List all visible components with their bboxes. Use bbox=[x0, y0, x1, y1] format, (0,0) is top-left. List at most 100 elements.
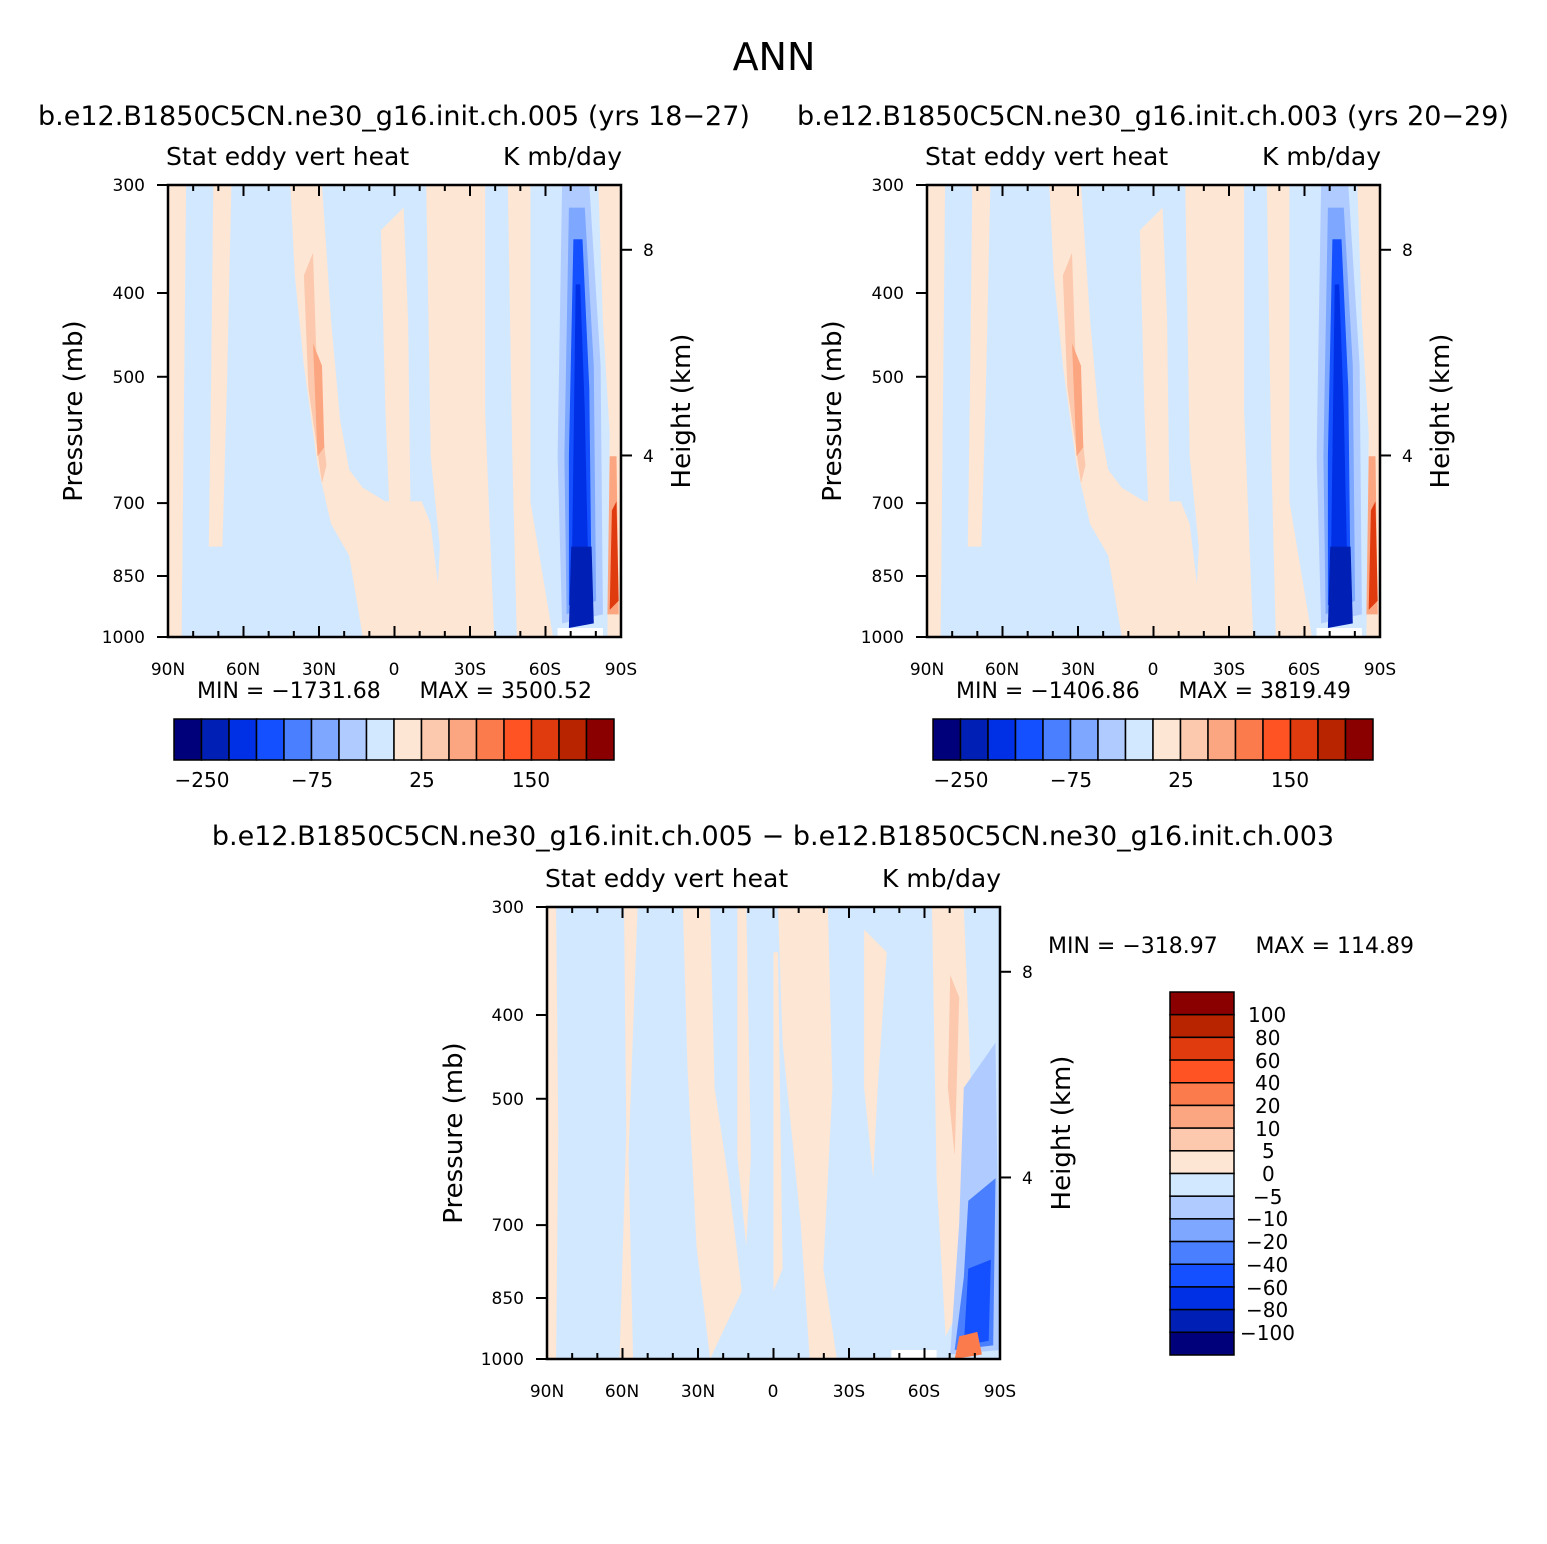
y-tick-label: 400 bbox=[492, 1006, 524, 1026]
x-tick-label: 90N bbox=[910, 660, 944, 680]
missing-data bbox=[891, 1350, 937, 1359]
x-tick-label: 90N bbox=[530, 1382, 564, 1402]
colorbar-label: −75 bbox=[1050, 768, 1092, 792]
x-tick-label: 90N bbox=[151, 660, 185, 680]
colorbar-box bbox=[228, 718, 258, 761]
colorbar-box bbox=[283, 718, 313, 761]
y-tick-label: 500 bbox=[113, 368, 145, 388]
colorbar-box bbox=[1169, 1059, 1235, 1084]
colorbar-label: 25 bbox=[1168, 768, 1193, 792]
y-axis-label: Pressure (mb) bbox=[818, 320, 848, 501]
colorbar-box bbox=[1152, 718, 1182, 761]
colorbar-label: −40 bbox=[1246, 1253, 1288, 1277]
colorbar-box bbox=[585, 718, 615, 761]
y-tick-label: 850 bbox=[872, 567, 904, 587]
contour-region-positive bbox=[619, 907, 638, 1359]
field-label: Stat eddy vert heat bbox=[166, 142, 409, 171]
colorbar-label: 40 bbox=[1255, 1071, 1280, 1095]
colorbar-label: 150 bbox=[512, 768, 550, 792]
colorbar-box bbox=[1289, 718, 1319, 761]
y-tick-label: 700 bbox=[113, 494, 145, 514]
contour-region-positive bbox=[547, 907, 559, 1359]
colorbar-box bbox=[932, 718, 962, 761]
contour-fill bbox=[927, 185, 1380, 637]
contour-plot bbox=[536, 905, 1011, 1361]
x-tick-label: 30N bbox=[1061, 660, 1095, 680]
colorbar-box bbox=[173, 718, 203, 761]
colorbar-label: −10 bbox=[1246, 1207, 1288, 1231]
colorbar-label: 60 bbox=[1255, 1049, 1280, 1073]
x-tick-label: 60N bbox=[985, 660, 1019, 680]
colorbar-box bbox=[310, 718, 340, 761]
units-label: K mb/day bbox=[503, 142, 622, 171]
y-tick-label: 700 bbox=[492, 1216, 524, 1236]
colorbar-box bbox=[1207, 718, 1237, 761]
y2-tick-label: 8 bbox=[643, 241, 654, 261]
y-tick-label: 500 bbox=[872, 368, 904, 388]
colorbar-box bbox=[393, 718, 423, 761]
y2-axis-label: Height (km) bbox=[1047, 1056, 1077, 1211]
y-tick-label: 300 bbox=[492, 898, 524, 918]
colorbar-box bbox=[1169, 1150, 1235, 1175]
x-tick-label: 30N bbox=[681, 1382, 715, 1402]
y2-tick-label: 4 bbox=[1402, 447, 1413, 467]
x-tick-label: 60N bbox=[226, 660, 260, 680]
panel-title: b.e12.B1850C5CN.ne30_g16.init.ch.005 (yr… bbox=[38, 101, 750, 132]
contour-region-negative bbox=[1327, 546, 1353, 628]
contour-region-negative bbox=[1330, 284, 1349, 619]
colorbar-box bbox=[1262, 718, 1292, 761]
contour-region-positive bbox=[778, 907, 837, 1359]
colorbar-box bbox=[1169, 1195, 1235, 1220]
contour-region-positive bbox=[313, 343, 325, 457]
y-tick-label: 850 bbox=[492, 1289, 524, 1309]
contour-region-positive bbox=[609, 501, 619, 610]
y2-tick-label: 4 bbox=[643, 447, 654, 467]
colorbar-label: −75 bbox=[291, 768, 333, 792]
min-label: MIN = −318.97 bbox=[1048, 934, 1218, 959]
panel-title: b.e12.B1850C5CN.ne30_g16.init.ch.003 (yr… bbox=[797, 101, 1509, 132]
colorbar-box bbox=[1042, 718, 1072, 761]
x-tick-label: 60S bbox=[1288, 660, 1320, 680]
colorbar-label: 150 bbox=[1271, 768, 1309, 792]
y2-tick-label: 8 bbox=[1022, 963, 1033, 983]
colorbar-label: 5 bbox=[1262, 1139, 1275, 1163]
contour-region-positive bbox=[927, 185, 946, 637]
contour-region-positive bbox=[426, 185, 495, 637]
colorbar-box bbox=[338, 718, 368, 761]
colorbar-label: −60 bbox=[1246, 1276, 1288, 1300]
colorbar bbox=[173, 718, 615, 761]
colorbar-label: −250 bbox=[934, 768, 989, 792]
colorbar-box bbox=[1169, 1104, 1235, 1129]
colorbar-box bbox=[1069, 718, 1099, 761]
colorbar-box bbox=[1169, 1308, 1235, 1334]
panel-title: b.e12.B1850C5CN.ne30_g16.init.ch.005 − b… bbox=[212, 821, 1334, 852]
colorbar-box bbox=[1169, 1263, 1235, 1288]
x-tick-label: 60N bbox=[605, 1382, 639, 1402]
colorbar-box bbox=[1169, 1013, 1235, 1039]
y-tick-label: 1000 bbox=[861, 628, 904, 648]
x-tick-label: 30S bbox=[454, 660, 486, 680]
colorbar-label: −20 bbox=[1246, 1230, 1288, 1254]
colorbar-box bbox=[503, 718, 533, 761]
colorbar bbox=[1169, 991, 1235, 1356]
colorbar-label: 100 bbox=[1248, 1003, 1286, 1027]
y-tick-label: 1000 bbox=[481, 1350, 524, 1370]
colorbar-label: −100 bbox=[1240, 1321, 1295, 1345]
colorbar-box bbox=[558, 718, 588, 761]
x-tick-label: 90S bbox=[605, 660, 637, 680]
missing-data bbox=[557, 628, 603, 637]
contour-region-negative bbox=[571, 284, 590, 619]
x-tick-label: 90S bbox=[984, 1382, 1016, 1402]
contour-region-positive bbox=[507, 185, 553, 637]
colorbar-label: 25 bbox=[409, 768, 434, 792]
x-tick-label: 60S bbox=[908, 1382, 940, 1402]
colorbar-box bbox=[1169, 991, 1235, 1016]
y-tick-label: 500 bbox=[492, 1090, 524, 1110]
colorbar-box bbox=[1169, 1036, 1235, 1061]
colorbar-box bbox=[1169, 1240, 1235, 1265]
contour-plot bbox=[916, 183, 1391, 639]
x-tick-label: 0 bbox=[389, 660, 400, 680]
colorbar-box bbox=[1344, 718, 1374, 761]
colorbar-box bbox=[959, 718, 989, 761]
